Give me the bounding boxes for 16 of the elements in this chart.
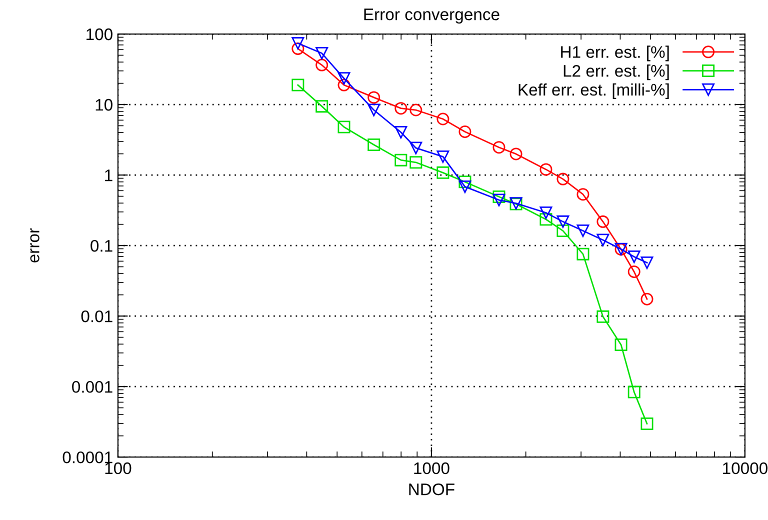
y-tick-label: 0.0001 [62, 451, 112, 464]
chart-title: Error convergence [364, 8, 500, 24]
y-tick-label: 10 [96, 98, 112, 111]
y-axis-title: error [30, 228, 40, 262]
x-tick-label: 1000 [414, 462, 450, 474]
x-axis-title: NDOF [409, 483, 454, 496]
legend-label: Keff err. est. [milli-%] [518, 83, 669, 99]
x-tick-label: 10000 [723, 462, 768, 474]
y-tick-label: 100 [86, 28, 112, 40]
y-tick-label: 0.01 [81, 310, 112, 322]
y-tick-label: 1 [105, 170, 112, 182]
legend-label: L2 err. est. [%] [564, 64, 669, 80]
y-tick-label: 0.1 [90, 240, 112, 252]
y-tick-label: 0.001 [72, 380, 112, 393]
legend-label: H1 err. est. [%] [561, 46, 669, 62]
x-tick-label: 100 [105, 462, 132, 474]
